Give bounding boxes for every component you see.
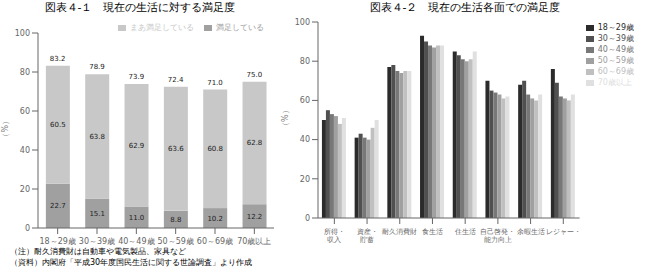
svg-text:レジャー・: レジャー・ xyxy=(546,228,581,236)
svg-text:資産・貯蓄: 資産・貯蓄 xyxy=(357,228,378,244)
svg-text:60.5: 60.5 xyxy=(50,121,66,129)
svg-text:60.8: 60.8 xyxy=(207,145,223,153)
svg-text:70歳以上: 70歳以上 xyxy=(237,237,271,246)
svg-text:自己啓発・能力向上: 自己啓発・能力向上 xyxy=(480,228,515,244)
svg-text:10.2: 10.2 xyxy=(207,215,223,223)
svg-text:40～49歳: 40～49歳 xyxy=(118,237,154,246)
svg-text:11.0: 11.0 xyxy=(129,214,145,222)
html-text:（資料）内閣府「平成30年度国民生活に関する世論調査」より作: （資料）内閣府「平成30年度国民生活に関する世論調査」より作成 xyxy=(10,258,253,267)
svg-text:（%）: （%） xyxy=(8,117,10,141)
svg-text:63.8: 63.8 xyxy=(89,133,105,141)
svg-text:100: 100 xyxy=(295,18,310,27)
svg-text:20: 20 xyxy=(20,185,30,194)
svg-text:0: 0 xyxy=(305,214,310,223)
svg-text:12.2: 12.2 xyxy=(247,213,263,221)
svg-text:所得・収入: 所得・収入 xyxy=(324,228,345,244)
html-text:まあ満足している: まあ満足している xyxy=(130,23,194,32)
svg-text:60: 60 xyxy=(300,96,310,105)
svg-text:60～69歳: 60～69歳 xyxy=(197,237,233,246)
svg-text:78.9: 78.9 xyxy=(89,63,105,71)
svg-text:71.0: 71.0 xyxy=(207,79,223,87)
html-text:18～29歳: 18～29歳 xyxy=(597,23,634,32)
svg-text:30～39歳: 30～39歳 xyxy=(79,237,115,246)
html-text:（注）耐久消費財は自動車や電気製品、家具など: （注）耐久消費財は自動車や電気製品、家具など xyxy=(10,247,186,256)
svg-text:食生活: 食生活 xyxy=(422,228,443,236)
svg-text:40: 40 xyxy=(300,135,310,144)
svg-text:60: 60 xyxy=(20,107,30,116)
html-text:図表４-２ 現在の生活各面での満足度: 図表４-２ 現在の生活各面での満足度 xyxy=(369,1,561,14)
html-text:50～59歳: 50～59歳 xyxy=(597,56,634,65)
svg-text:83.2: 83.2 xyxy=(50,55,66,63)
html-text:満足している: 満足している xyxy=(216,23,264,32)
svg-text:50～59歳: 50～59歳 xyxy=(157,237,193,246)
svg-text:0: 0 xyxy=(25,224,30,233)
html-text:40～49歳: 40～49歳 xyxy=(597,45,634,54)
svg-text:62.8: 62.8 xyxy=(247,139,263,147)
html-text:70歳以上: 70歳以上 xyxy=(597,78,632,87)
svg-text:8.8: 8.8 xyxy=(170,216,181,224)
svg-text:耐久消費財: 耐久消費財 xyxy=(382,228,417,236)
html-text:図表４-１ 現在の生活に対する満足度: 図表４-１ 現在の生活に対する満足度 xyxy=(44,1,236,14)
svg-text:住生活: 住生活 xyxy=(454,228,476,236)
svg-text:40: 40 xyxy=(20,146,30,155)
html-text:30～39歳: 30～39歳 xyxy=(597,34,634,43)
svg-text:80: 80 xyxy=(300,57,310,66)
svg-text:18～29歳: 18～29歳 xyxy=(39,237,75,246)
svg-text:62.9: 62.9 xyxy=(129,142,145,150)
svg-text:80: 80 xyxy=(20,68,30,77)
svg-text:75.0: 75.0 xyxy=(247,71,263,79)
svg-text:73.9: 73.9 xyxy=(129,73,145,81)
svg-text:余暇生活: 余暇生活 xyxy=(517,228,545,236)
svg-text:22.7: 22.7 xyxy=(50,202,66,210)
svg-text:72.4: 72.4 xyxy=(168,76,184,84)
html-text:60～69歳: 60～69歳 xyxy=(597,67,634,76)
svg-text:100: 100 xyxy=(15,29,30,38)
svg-text:（%）: （%） xyxy=(281,106,290,130)
svg-text:15.1: 15.1 xyxy=(89,210,105,218)
svg-text:63.6: 63.6 xyxy=(168,145,184,153)
svg-text:20: 20 xyxy=(300,175,310,184)
